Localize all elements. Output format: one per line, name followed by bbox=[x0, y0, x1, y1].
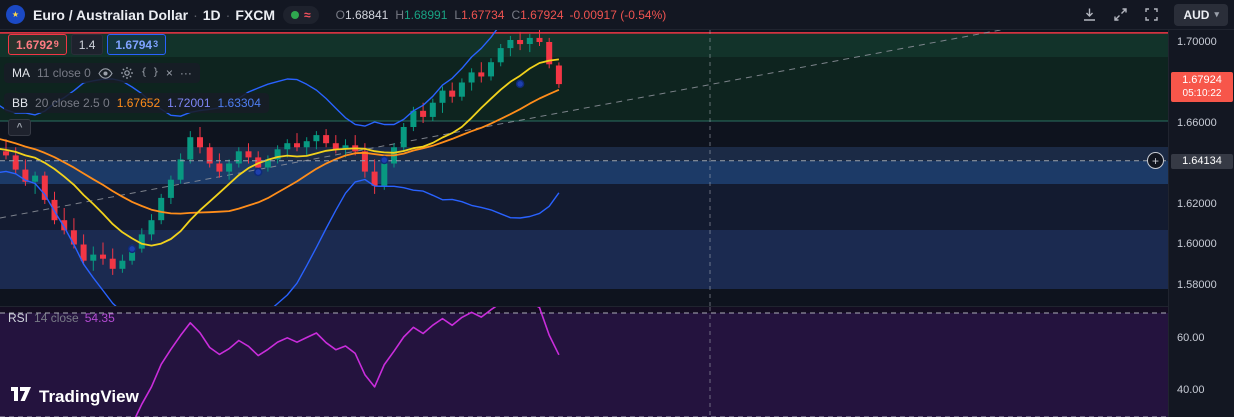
remove-indicator-icon[interactable]: × bbox=[165, 66, 173, 80]
main-chart-canvas[interactable] bbox=[0, 30, 1168, 306]
last-price: 1.67924 bbox=[1182, 74, 1222, 86]
rsi-scale-label: 60.00 bbox=[1177, 332, 1205, 344]
tradingview-logo[interactable]: TradingView bbox=[10, 386, 139, 407]
open-label: O bbox=[335, 7, 345, 22]
source-code-icon[interactable]: { } bbox=[140, 67, 159, 78]
market-status-pill[interactable]: ≈ bbox=[283, 5, 319, 24]
tradingview-logo-text: TradingView bbox=[39, 386, 139, 406]
price-scale-label: 1.60000 bbox=[1177, 238, 1217, 250]
spread-value: 1.4 bbox=[70, 34, 104, 55]
crosshair-price-label: 1.64134 bbox=[1171, 154, 1233, 169]
bid-price: 1.6792 bbox=[16, 37, 53, 52]
chart-topbar: ★ Euro / Australian Dollar · 1D · FXCM ≈… bbox=[0, 0, 1234, 30]
bb-lower-value: 1.63304 bbox=[217, 96, 261, 110]
crosshair-add-alert-icon[interactable]: + bbox=[1147, 152, 1164, 169]
symbol-flag-icon: ★ bbox=[6, 5, 25, 24]
chart-area[interactable]: 1.6792 9 1.4 1.6794 3 MA 11 close 0 { } × … bbox=[0, 30, 1168, 417]
market-open-icon bbox=[291, 10, 299, 19]
bb-upper-value: 1.72001 bbox=[167, 96, 211, 110]
bid-price-fraction: 9 bbox=[53, 39, 59, 49]
rsi-legend[interactable]: RSI 14 close 54.35 bbox=[8, 311, 115, 325]
bar-countdown-timer: 05:10:22 bbox=[1182, 88, 1222, 99]
exchange-name[interactable]: FXCM bbox=[235, 6, 275, 23]
eu-star-glyph: ★ bbox=[11, 10, 20, 19]
ask-price: 1.6794 bbox=[115, 37, 153, 52]
currency-label: AUD bbox=[1183, 7, 1210, 22]
price-scale-label: 1.70000 bbox=[1177, 36, 1217, 48]
currency-dropdown[interactable]: AUD ▾ bbox=[1174, 3, 1228, 26]
rsi-params: 14 close bbox=[34, 311, 79, 325]
separator-dot: · bbox=[225, 6, 231, 23]
low-value: 1.67734 bbox=[461, 7, 505, 22]
last-price-badge: 1.67924 05:10:22 bbox=[1171, 72, 1233, 102]
separator-dot: · bbox=[193, 6, 198, 23]
visibility-eye-icon[interactable] bbox=[98, 67, 113, 80]
low-label: L bbox=[454, 7, 462, 22]
rsi-value: 54.35 bbox=[84, 311, 115, 325]
bb-basis-value: 1.67652 bbox=[116, 96, 161, 110]
ohlc-legend: O1.68841 H1.68991 L1.67734 C1.67924 -0.0… bbox=[329, 8, 667, 22]
close-value: 1.67924 bbox=[520, 7, 564, 22]
high-value: 1.68991 bbox=[404, 7, 448, 22]
price-scale-label: 1.66000 bbox=[1177, 117, 1217, 129]
more-options-icon[interactable]: ··· bbox=[179, 66, 192, 80]
ask-price-fraction: 3 bbox=[153, 39, 159, 49]
rsi-name: RSI bbox=[8, 311, 29, 325]
bid-ask-widget: 1.6792 9 1.4 1.6794 3 bbox=[8, 34, 167, 55]
plus-icon: + bbox=[1151, 153, 1159, 168]
ma-name: MA bbox=[12, 66, 30, 80]
ma-params: 11 close 0 bbox=[37, 66, 91, 80]
bid-button[interactable]: 1.6792 9 bbox=[8, 34, 67, 55]
settings-gear-icon[interactable] bbox=[120, 66, 134, 80]
close-label: C bbox=[511, 7, 521, 22]
symbol-name[interactable]: Euro / Australian Dollar bbox=[33, 6, 189, 23]
download-icon[interactable] bbox=[1078, 4, 1100, 26]
ma-legend[interactable]: MA 11 close 0 { } × ··· bbox=[4, 63, 200, 83]
tradingview-mark-icon bbox=[10, 386, 32, 407]
interval-button[interactable]: 1D bbox=[202, 6, 221, 23]
rsi-scale-label: 40.00 bbox=[1177, 384, 1205, 396]
open-value: 1.68841 bbox=[344, 7, 389, 22]
chevron-up-icon: ^ bbox=[16, 121, 23, 133]
symbol-title-button[interactable]: Euro / Australian Dollar · 1D · FXCM bbox=[33, 7, 275, 23]
high-label: H bbox=[395, 7, 404, 22]
maximize-icon[interactable] bbox=[1109, 4, 1131, 26]
bb-name: BB bbox=[12, 96, 29, 110]
bb-legend[interactable]: BB 20 close 2.5 0 1.67652 1.72001 1.6330… bbox=[4, 93, 269, 113]
rsi-chart-canvas[interactable] bbox=[0, 306, 1168, 417]
price-scale[interactable]: 1.70000 1.66000 1.62000 1.60000 1.58000 … bbox=[1168, 30, 1234, 417]
price-scale-label: 1.58000 bbox=[1177, 279, 1217, 291]
chevron-down-icon: ▾ bbox=[1214, 9, 1219, 19]
fullscreen-icon[interactable] bbox=[1140, 4, 1162, 26]
price-scale-label: 1.62000 bbox=[1177, 198, 1217, 210]
change-value: -0.00917 (-0.54%) bbox=[569, 7, 667, 22]
bb-params: 20 close 2.5 0 bbox=[35, 96, 110, 110]
pane-collapse-button[interactable]: ^ bbox=[8, 119, 31, 136]
delayed-data-icon: ≈ bbox=[304, 7, 311, 22]
ask-button[interactable]: 1.6794 3 bbox=[107, 34, 167, 55]
